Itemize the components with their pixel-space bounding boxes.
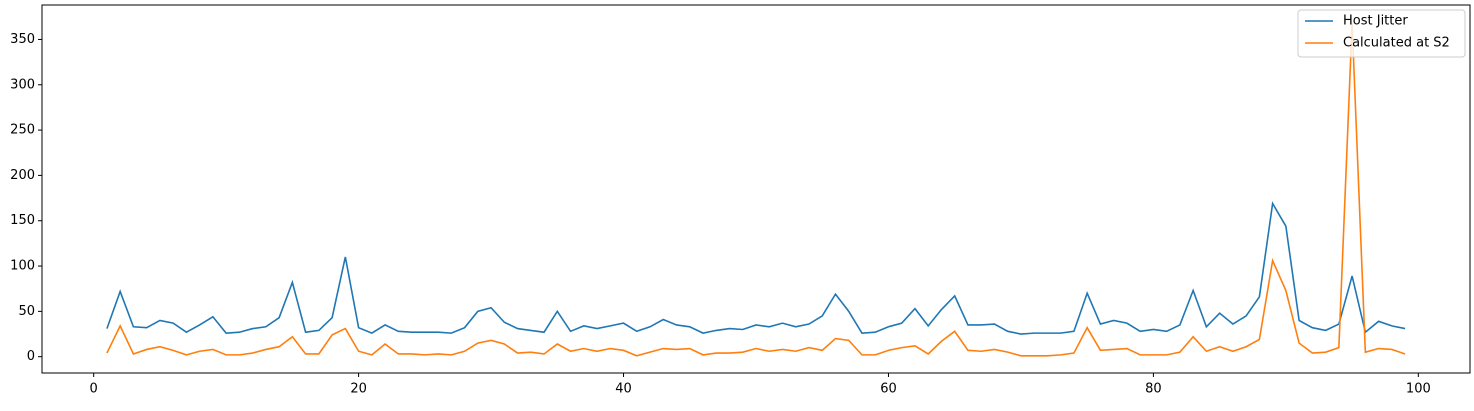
x-tick-label: 0 [90,382,98,397]
y-tick-label: 50 [18,304,35,319]
x-tick-label: 100 [1406,382,1431,397]
x-tick-label: 20 [350,382,367,397]
axes-frame [41,4,1471,374]
y-tick-label: 300 [10,77,35,92]
x-tick-label: 40 [615,382,632,397]
y-tick-label: 350 [10,32,35,47]
legend-box [1297,9,1466,58]
series-line [106,23,1406,357]
x-tick-label: 60 [880,382,897,397]
y-tick-label: 150 [10,213,35,228]
y-tick-label: 100 [10,259,35,274]
y-tick-label: 250 [10,123,35,138]
y-tick-label: 200 [10,168,35,183]
legend-label: Host Jitter [1343,14,1408,29]
y-tick-label: 0 [27,349,35,364]
x-tick-label: 80 [1145,382,1162,397]
series-line [106,201,1406,335]
legend-label: Calculated at S2 [1343,36,1450,51]
